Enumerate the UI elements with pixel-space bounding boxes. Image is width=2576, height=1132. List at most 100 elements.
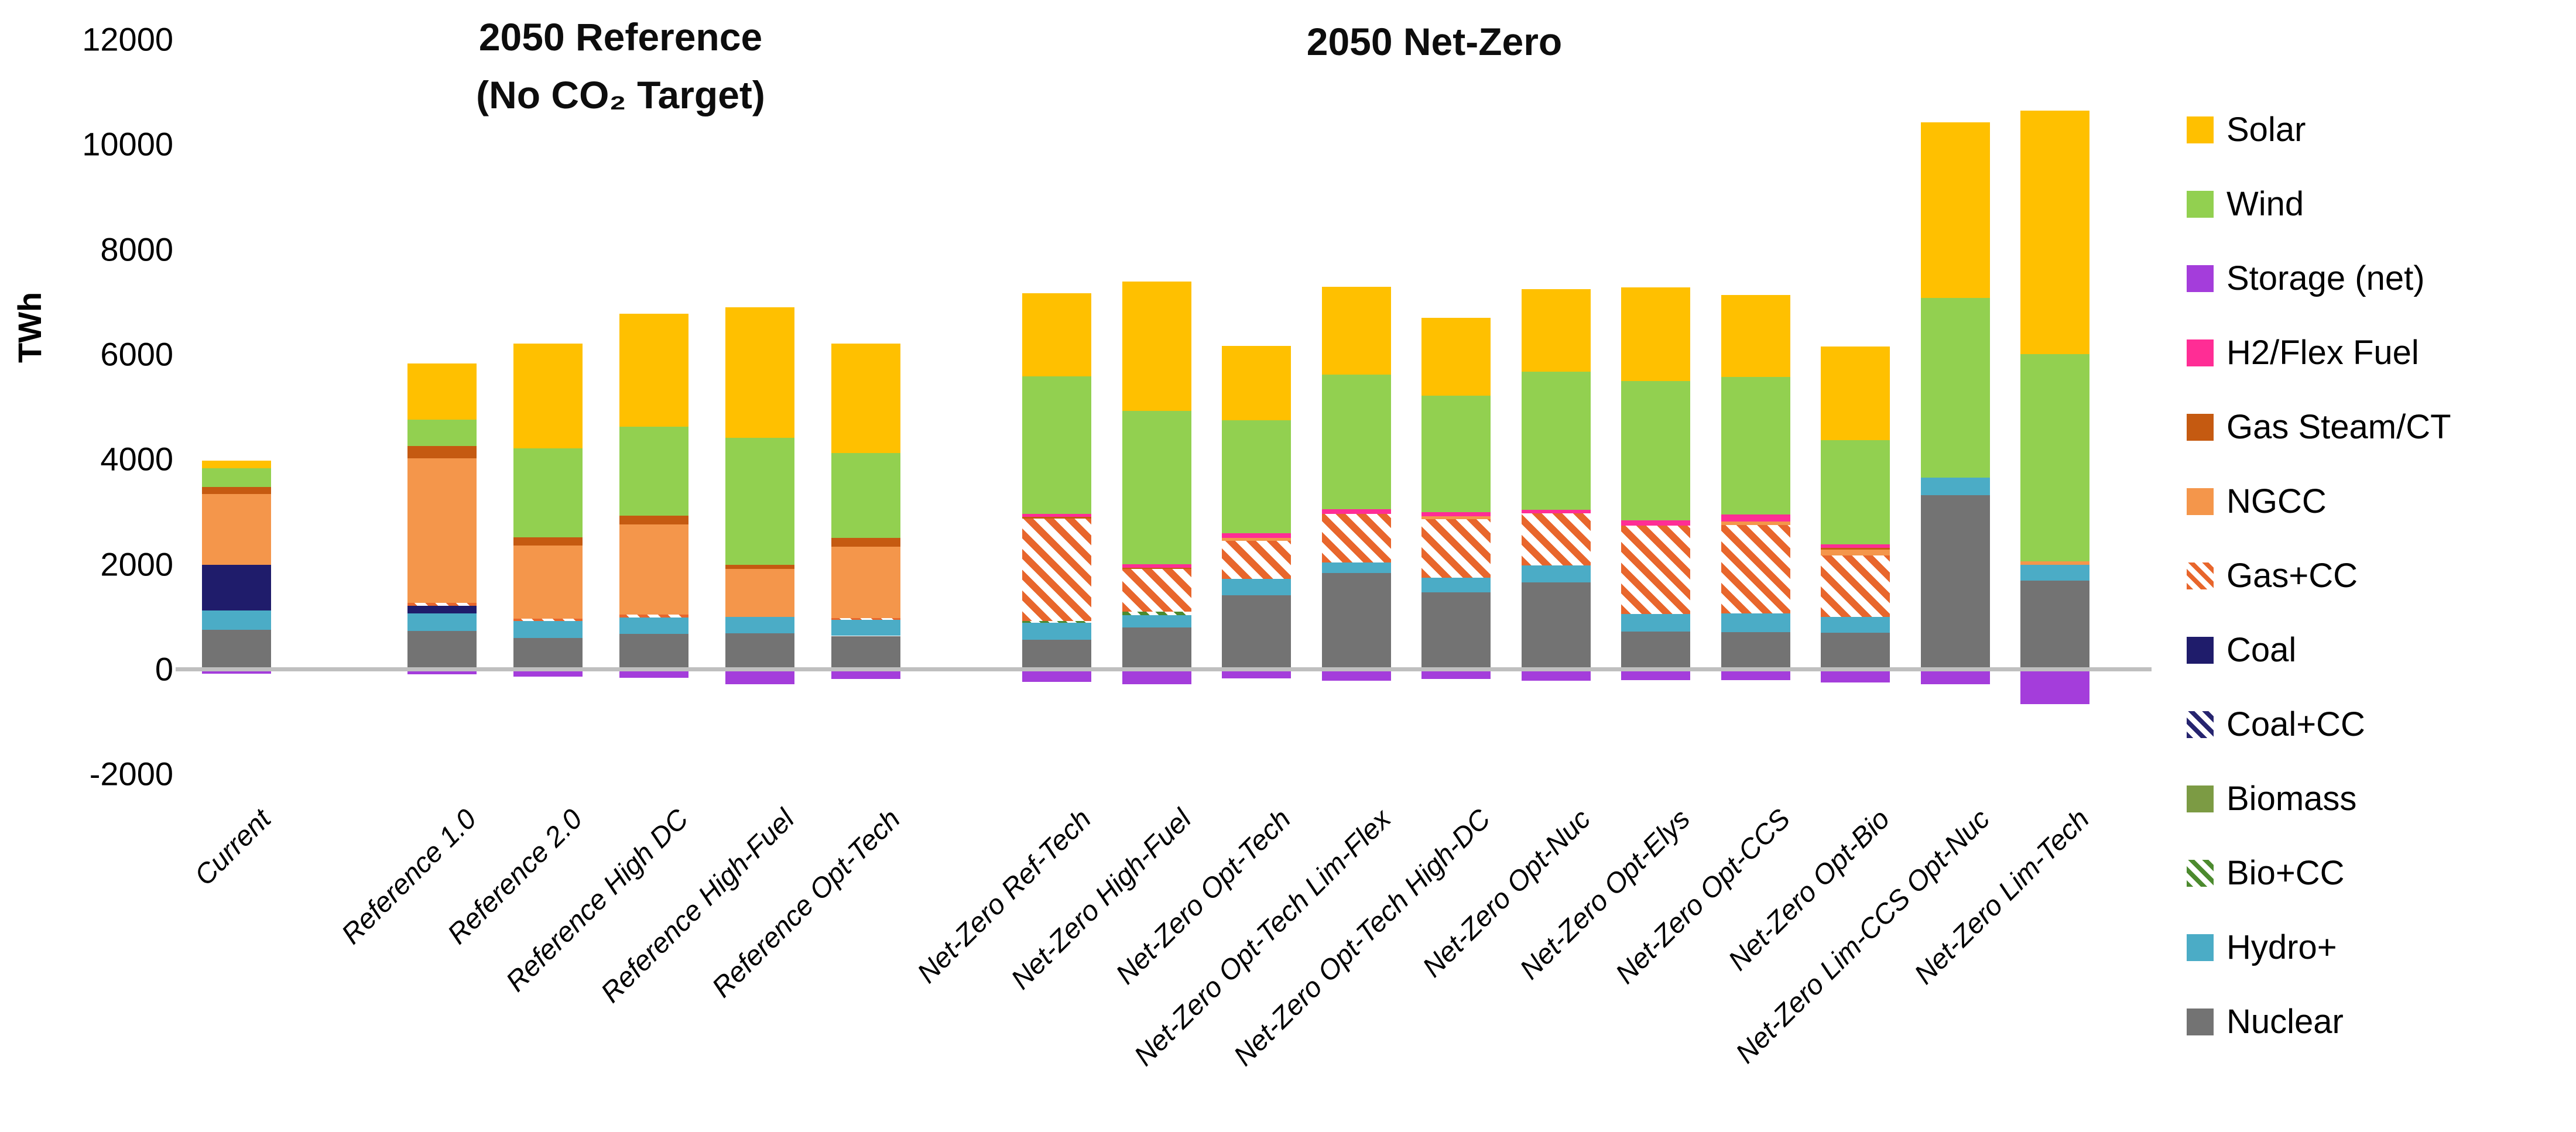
- segment-Solar-Net-Zero Lim-CCS Opt-Nuc: [1920, 122, 1990, 299]
- segment-Nuclear-Net-Zero Opt-CCS: [1721, 632, 1790, 669]
- y-tick-10000: 10000: [82, 125, 173, 163]
- legend-label-H2/Flex Fuel: H2/Flex Fuel: [2226, 334, 2419, 372]
- segment-NGCC-Reference 2.0: [513, 546, 583, 619]
- segment-Storage (net)-Reference Opt-Tech: [831, 671, 900, 680]
- segment-H2/Flex Fuel-Net-Zero Opt-CCS: [1721, 514, 1790, 522]
- segment-Wind-Reference High DC: [619, 426, 688, 516]
- bar-Net-Zero Opt-Tech: [1222, 0, 1291, 1132]
- segment-Nuclear-Net-Zero Opt-Elys: [1621, 632, 1690, 669]
- segment-Hydro+-Reference 1.0: [407, 613, 477, 631]
- segment-H2/Flex Fuel-Net-Zero Opt-Tech Lim-Flex: [1321, 509, 1391, 514]
- segment-H2/Flex Fuel-Net-Zero Opt-Nuc: [1521, 510, 1591, 513]
- legend-item-Gas+CC: Gas+CC: [2187, 538, 2451, 613]
- segment-Gas+CC-Net-Zero Opt-Tech High-DC: [1421, 519, 1491, 578]
- y-tick-12000: 12000: [82, 20, 173, 58]
- legend-item-Wind: Wind: [2187, 167, 2451, 241]
- segment-Solar-Net-Zero High-Fuel: [1122, 282, 1191, 411]
- segment-H2/Flex Fuel-Net-Zero Opt-Tech High-DC: [1421, 512, 1491, 517]
- segment-Solar-Net-Zero Opt-Tech: [1222, 345, 1291, 420]
- segment-Storage (net)-Net-Zero Opt-Nuc: [1521, 671, 1591, 681]
- legend-label-Biomass: Biomass: [2226, 780, 2357, 818]
- segment-Solar-Net-Zero Opt-CCS: [1721, 294, 1790, 377]
- y-tick-8000: 8000: [100, 231, 173, 268]
- legend-label-Nuclear: Nuclear: [2226, 1003, 2344, 1041]
- legend-swatch-Hydro+-icon: [2187, 934, 2214, 961]
- legend-label-Coal: Coal: [2226, 631, 2297, 669]
- y-tick-0: 0: [155, 650, 173, 688]
- legend-swatch-Solar-icon: [2187, 116, 2214, 143]
- bar-Current: [202, 0, 271, 1132]
- segment-Gas Steam/CT-Reference High-Fuel: [725, 564, 794, 569]
- segment-Gas Steam/CT-Reference 2.0: [513, 537, 583, 546]
- bar-Reference High-Fuel: [725, 0, 794, 1132]
- segment-Gas Steam/CT-Reference 1.0: [407, 445, 477, 458]
- legend-label-Gas Steam/CT: Gas Steam/CT: [2226, 408, 2451, 446]
- segment-Coal-Current: [202, 565, 271, 611]
- segment-Nuclear-Net-Zero Opt-Tech High-DC: [1421, 592, 1491, 669]
- bar-Reference 1.0: [407, 0, 477, 1132]
- segment-Storage (net)-Reference 2.0: [513, 671, 583, 677]
- legend-swatch-Wind-icon: [2187, 190, 2214, 218]
- segment-Hydro+-Net-Zero Lim-Tech: [2020, 565, 2089, 581]
- legend-label-Bio+CC: Bio+CC: [2226, 854, 2345, 892]
- segment-H2/Flex Fuel-Net-Zero High-Fuel: [1122, 564, 1191, 568]
- segment-Solar-Net-Zero Ref-Tech: [1022, 293, 1091, 376]
- legend-label-Coal+CC: Coal+CC: [2226, 705, 2365, 743]
- segment-Solar-Reference High DC: [619, 313, 688, 427]
- segment-NGCC-Reference High DC: [619, 524, 688, 615]
- legend-label-Wind: Wind: [2226, 185, 2304, 223]
- segment-Nuclear-Reference High-Fuel: [725, 633, 794, 669]
- segment-Solar-Net-Zero Opt-Elys: [1621, 287, 1690, 381]
- segment-Hydro+-Reference Opt-Tech: [831, 619, 900, 636]
- segment-Solar-Net-Zero Lim-Tech: [2020, 110, 2089, 354]
- legend-item-Bio+CC: Bio+CC: [2187, 836, 2451, 910]
- segment-Gas+CC-Net-Zero Ref-Tech: [1022, 518, 1091, 621]
- y-tick-4000: 4000: [100, 440, 173, 478]
- segment-Gas Steam/CT-Net-Zero High-Fuel: [1122, 567, 1191, 569]
- segment-Hydro+-Net-Zero Ref-Tech: [1022, 623, 1091, 640]
- legend-item-Coal+CC: Coal+CC: [2187, 687, 2451, 761]
- segment-H2/Flex Fuel-Net-Zero Opt-Elys: [1621, 520, 1690, 526]
- legend: Solar Wind Storage (net) H2/Flex Fuel Gas St…: [2187, 92, 2451, 1059]
- segment-NGCC-Net-Zero Lim-Tech: [2020, 561, 2089, 565]
- segment-Gas Steam/CT-Net-Zero Ref-Tech: [1022, 516, 1091, 519]
- bar-Net-Zero Lim-CCS Opt-Nuc: [1920, 0, 1990, 1132]
- segment-Hydro+-Net-Zero Lim-CCS Opt-Nuc: [1920, 477, 1990, 496]
- segment-Wind-Net-Zero Lim-CCS Opt-Nuc: [1920, 298, 1990, 478]
- netzero-group-title: 2050 Net-Zero: [1306, 20, 1563, 63]
- segment-H2/Flex Fuel-Net-Zero Opt-Tech: [1222, 533, 1291, 538]
- segment-NGCC-Net-Zero Opt-CCS: [1721, 522, 1790, 526]
- segment-Wind-Net-Zero Opt-Elys: [1621, 380, 1690, 521]
- segment-Hydro+-Net-Zero Opt-Tech Lim-Flex: [1321, 562, 1391, 573]
- legend-item-Solar: Solar: [2187, 92, 2451, 167]
- legend-item-Nuclear: Nuclear: [2187, 985, 2451, 1059]
- legend-swatch-Nuclear-icon: [2187, 1008, 2214, 1035]
- legend-label-Storage (net): Storage (net): [2226, 259, 2425, 297]
- segment-Solar-Net-Zero Opt-Nuc: [1521, 289, 1591, 372]
- segment-Nuclear-Net-Zero Ref-Tech: [1022, 639, 1091, 669]
- segment-Gas+CC-Reference Opt-Tech: [831, 618, 900, 620]
- segment-Hydro+-Net-Zero Opt-Elys: [1621, 613, 1690, 632]
- bar-Net-Zero Opt-Tech High-DC: [1421, 0, 1491, 1132]
- bar-Net-Zero Opt-Elys: [1621, 0, 1690, 1132]
- segment-Gas+CC-Net-Zero Opt-Bio: [1821, 555, 1890, 618]
- segment-Gas Steam/CT-Reference Opt-Tech: [831, 537, 900, 547]
- segment-Bio+CC-Net-Zero High-Fuel: [1122, 612, 1191, 615]
- segment-Hydro+-Net-Zero Opt-Nuc: [1521, 565, 1591, 583]
- segment-Solar-Net-Zero Opt-Tech Lim-Flex: [1321, 287, 1391, 375]
- segment-Wind-Reference 2.0: [513, 448, 583, 537]
- legend-label-Hydro+: Hydro+: [2226, 928, 2337, 966]
- segment-Nuclear-Current: [202, 629, 271, 669]
- bar-Reference High DC: [619, 0, 688, 1132]
- reference-group-title: 2050 Reference (No CO₂ Target): [476, 15, 765, 116]
- bar-Net-Zero Ref-Tech: [1022, 0, 1091, 1132]
- segment-Gas Steam/CT-Current: [202, 486, 271, 494]
- segment-Hydro+-Net-Zero Opt-Tech: [1222, 578, 1291, 596]
- segment-Gas+CC-Reference 1.0: [407, 603, 477, 606]
- segment-Nuclear-Reference 2.0: [513, 638, 583, 669]
- segment-Wind-Net-Zero Opt-Bio: [1821, 440, 1890, 544]
- segment-NGCC-Reference Opt-Tech: [831, 547, 900, 618]
- legend-swatch-Gas Steam/CT-icon: [2187, 413, 2214, 441]
- segment-Nuclear-Net-Zero Opt-Tech Lim-Flex: [1321, 572, 1391, 669]
